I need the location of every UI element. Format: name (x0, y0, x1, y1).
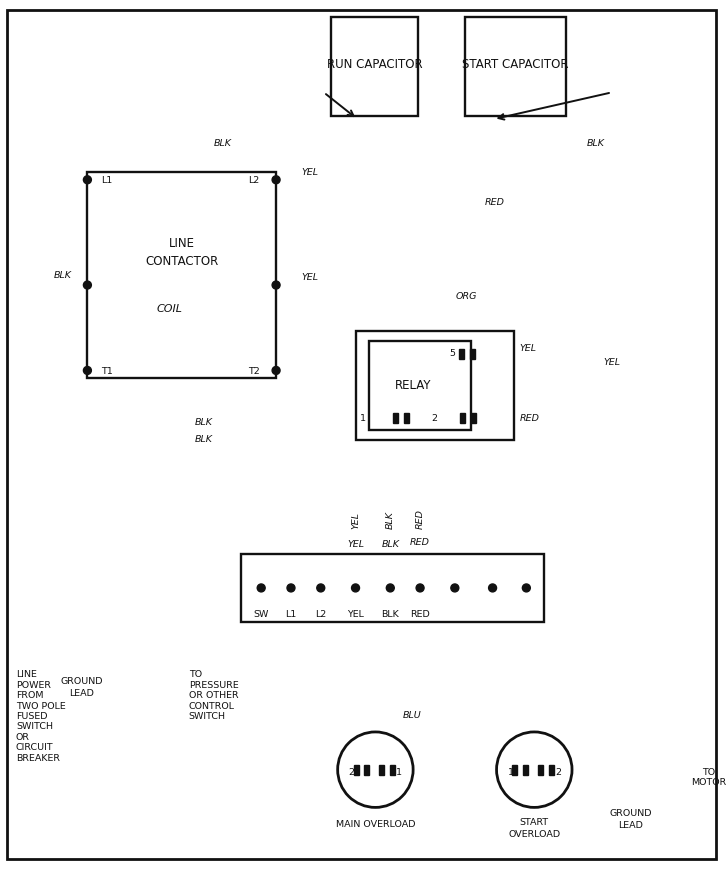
Circle shape (338, 732, 413, 807)
Text: LINE
POWER
FROM
TWO POLE
FUSED
SWITCH
OR
CIRCUIT
BREAKER: LINE POWER FROM TWO POLE FUSED SWITCH OR… (16, 670, 66, 763)
Text: YEL: YEL (302, 169, 319, 177)
Text: BLK: BLK (386, 511, 395, 529)
Circle shape (317, 584, 325, 592)
Text: START: START (520, 818, 549, 826)
Circle shape (84, 176, 92, 183)
Text: L2: L2 (248, 176, 259, 185)
Bar (369, 341, 471, 430)
Text: L2: L2 (315, 610, 326, 620)
Text: YEL: YEL (347, 540, 364, 548)
Text: BLK: BLK (194, 418, 213, 427)
Text: YEL: YEL (604, 358, 620, 367)
Text: LEAD: LEAD (69, 689, 94, 698)
Bar (87, 172, 276, 378)
Text: BLK: BLK (381, 610, 399, 620)
Text: YEL: YEL (302, 273, 319, 282)
Bar (470, 348, 475, 359)
Text: T2: T2 (248, 367, 260, 376)
Text: T1: T1 (101, 367, 113, 376)
Circle shape (272, 281, 280, 289)
Text: COIL: COIL (157, 304, 183, 314)
Bar (393, 413, 398, 423)
Text: YEL: YEL (519, 344, 537, 353)
Text: BLK: BLK (381, 540, 399, 548)
Text: GROUND: GROUND (60, 677, 103, 686)
Text: YEL: YEL (347, 610, 364, 620)
Circle shape (387, 584, 395, 592)
Text: MAIN OVERLOAD: MAIN OVERLOAD (336, 819, 415, 829)
Text: RELAY: RELAY (395, 379, 432, 392)
Text: SW: SW (253, 610, 269, 620)
Bar (459, 348, 464, 359)
Text: 1: 1 (507, 768, 513, 777)
Text: RED: RED (410, 610, 430, 620)
Bar (390, 765, 395, 774)
Circle shape (488, 584, 496, 592)
Text: BLK: BLK (194, 435, 213, 444)
Text: L1: L1 (101, 176, 113, 185)
Bar (523, 765, 529, 774)
Text: CONTACTOR: CONTACTOR (145, 255, 218, 268)
Text: YEL: YEL (351, 513, 360, 529)
Text: BLK: BLK (213, 138, 232, 148)
Text: RUN CAPACITOR: RUN CAPACITOR (327, 58, 422, 71)
Circle shape (523, 584, 530, 592)
Text: 2: 2 (431, 414, 437, 422)
Circle shape (451, 584, 459, 592)
Bar (549, 765, 554, 774)
Text: 1: 1 (396, 768, 403, 777)
Text: OVERLOAD: OVERLOAD (508, 830, 561, 839)
Bar (355, 331, 515, 440)
Bar (460, 413, 464, 423)
Text: TO
PRESSURE
OR OTHER
CONTROL
SWITCH: TO PRESSURE OR OTHER CONTROL SWITCH (189, 670, 239, 721)
Circle shape (272, 367, 280, 375)
Text: GROUND: GROUND (609, 809, 652, 818)
Text: RED: RED (410, 538, 430, 547)
Text: START CAPACITOR: START CAPACITOR (462, 58, 569, 71)
Text: 2: 2 (349, 768, 355, 777)
Text: LINE: LINE (169, 237, 194, 249)
Bar (365, 765, 369, 774)
Circle shape (496, 732, 572, 807)
Circle shape (257, 584, 265, 592)
Circle shape (84, 367, 92, 375)
Circle shape (84, 281, 92, 289)
Bar (354, 765, 358, 774)
Bar (513, 765, 518, 774)
Circle shape (352, 584, 360, 592)
Text: 1: 1 (360, 414, 365, 422)
Bar (471, 413, 475, 423)
Bar (331, 17, 418, 116)
Text: BLK: BLK (54, 270, 71, 280)
Bar (379, 765, 384, 774)
Circle shape (287, 584, 295, 592)
Text: TO
MOTOR: TO MOTOR (692, 768, 727, 787)
Text: L1: L1 (285, 610, 296, 620)
Bar (538, 765, 543, 774)
Circle shape (272, 176, 280, 183)
Bar (464, 17, 566, 116)
Text: LEAD: LEAD (618, 821, 643, 830)
Text: RED: RED (416, 509, 424, 529)
Text: RED: RED (485, 198, 505, 207)
Text: RED: RED (519, 414, 539, 422)
Circle shape (416, 584, 424, 592)
Bar (241, 554, 545, 621)
Bar (404, 413, 409, 423)
Text: 5: 5 (449, 349, 455, 358)
Text: 2: 2 (555, 768, 561, 777)
Text: BLK: BLK (587, 138, 605, 148)
Text: ORG: ORG (456, 293, 478, 302)
Text: BLU: BLU (403, 711, 422, 720)
